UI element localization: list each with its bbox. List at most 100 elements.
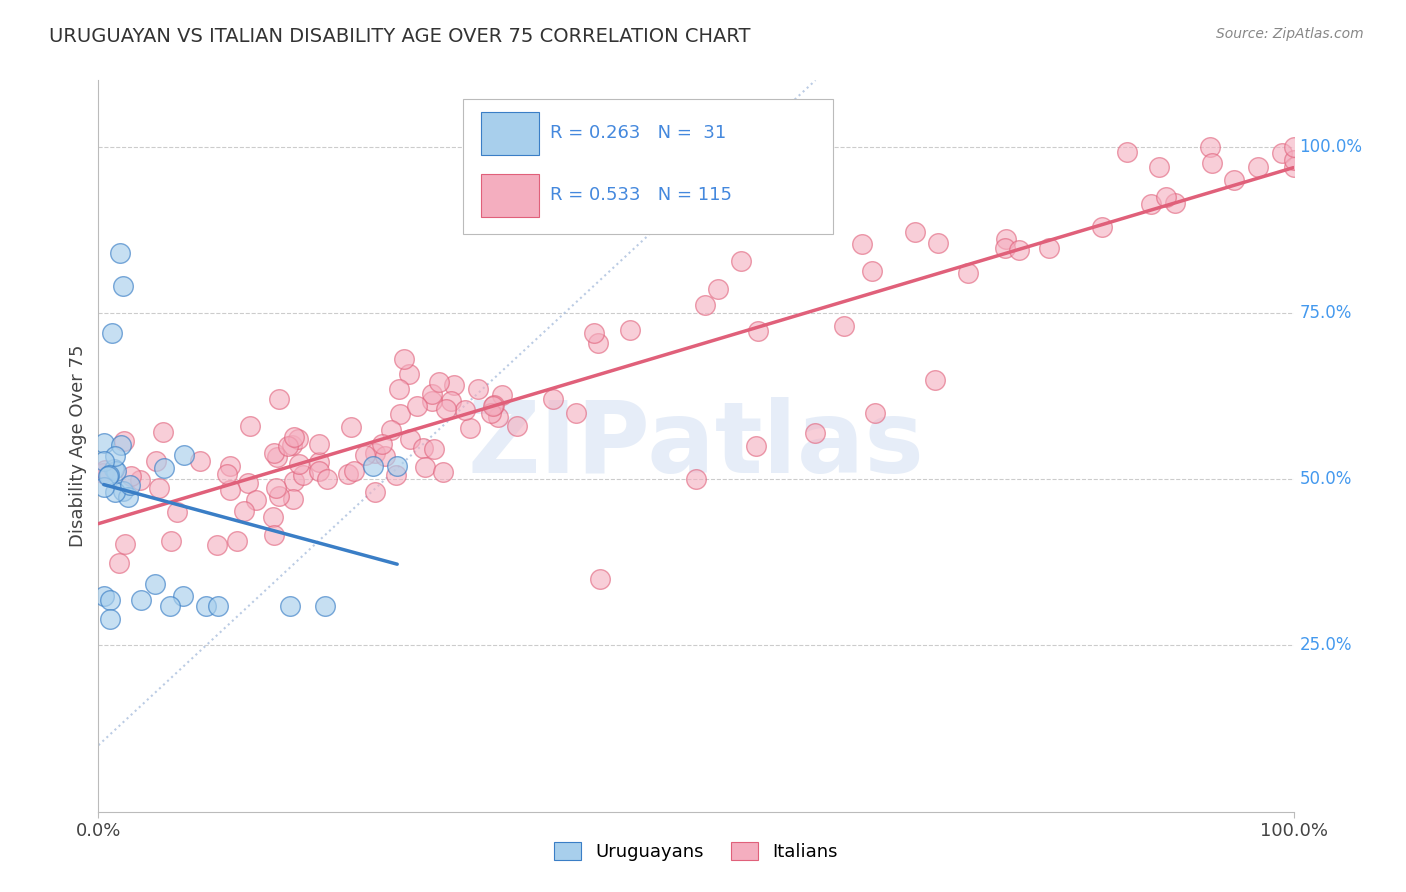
Point <box>215 467 238 481</box>
Point <box>388 382 411 396</box>
Point <box>262 509 284 524</box>
Point <box>339 420 361 434</box>
Point <box>374 450 396 464</box>
Point <box>924 372 946 386</box>
Point <box>443 378 465 392</box>
Point <box>804 425 827 440</box>
Point <box>91 466 114 480</box>
Point <box>120 468 142 483</box>
Point <box>389 407 412 421</box>
Point <box>219 483 242 497</box>
Point <box>98 467 121 482</box>
Point <box>1282 140 1305 154</box>
Point <box>486 409 509 424</box>
Point <box>108 246 131 260</box>
Point <box>371 436 394 450</box>
Point <box>104 449 127 463</box>
Point <box>239 419 262 434</box>
Point <box>481 399 503 413</box>
Point <box>308 455 330 469</box>
Point <box>482 398 505 412</box>
Point <box>266 482 288 496</box>
Point <box>706 283 728 297</box>
Point <box>97 468 120 483</box>
Point <box>398 432 420 446</box>
Point <box>308 437 330 451</box>
Point <box>354 448 377 462</box>
Point <box>93 481 115 495</box>
Point <box>994 232 1017 246</box>
Point <box>385 458 409 473</box>
Point <box>188 454 211 468</box>
Text: ZIPatlas: ZIPatlas <box>468 398 924 494</box>
Point <box>292 467 315 482</box>
Point <box>994 241 1017 255</box>
Point <box>685 472 707 486</box>
Point <box>110 438 132 452</box>
Point <box>458 421 481 435</box>
Point <box>101 326 124 340</box>
Point <box>152 425 174 439</box>
Point <box>1038 241 1060 255</box>
Point <box>166 504 188 518</box>
Point <box>860 264 883 278</box>
Point <box>432 465 454 479</box>
Point <box>93 454 115 468</box>
Point <box>467 382 489 396</box>
Point <box>159 599 181 613</box>
Point <box>219 458 242 473</box>
Text: R = 0.533   N = 115: R = 0.533 N = 115 <box>550 186 733 204</box>
Point <box>481 406 503 420</box>
FancyBboxPatch shape <box>463 99 834 234</box>
Point <box>413 460 436 475</box>
Point <box>104 485 127 500</box>
FancyBboxPatch shape <box>481 112 540 155</box>
Point <box>172 590 194 604</box>
Point <box>747 324 769 338</box>
Point <box>865 406 887 420</box>
Point <box>364 485 387 500</box>
Text: 100.0%: 100.0% <box>1299 137 1362 156</box>
Point <box>238 476 260 491</box>
Point <box>1199 140 1222 154</box>
Point <box>380 423 402 437</box>
Point <box>440 394 463 409</box>
Point <box>153 460 176 475</box>
Point <box>730 254 752 268</box>
Point <box>112 279 135 293</box>
Text: 50.0%: 50.0% <box>1299 470 1353 488</box>
Point <box>281 492 304 507</box>
Point <box>129 593 152 607</box>
Point <box>406 400 429 414</box>
Point <box>267 392 290 407</box>
Point <box>111 483 134 498</box>
Point <box>315 472 337 486</box>
Point <box>114 537 136 551</box>
Point <box>195 599 218 613</box>
Point <box>412 441 434 455</box>
Point <box>582 326 605 340</box>
Legend: Uruguayans, Italians: Uruguayans, Italians <box>547 835 845 869</box>
Point <box>159 534 181 549</box>
Point <box>315 599 337 613</box>
Point <box>1163 195 1185 210</box>
Point <box>98 612 122 626</box>
Point <box>1282 160 1305 174</box>
Point <box>1247 160 1270 174</box>
Point <box>1223 173 1246 187</box>
Point <box>619 323 641 337</box>
Point <box>832 318 855 333</box>
Point <box>269 489 291 503</box>
Point <box>1008 243 1031 257</box>
Point <box>207 599 229 613</box>
Text: Source: ZipAtlas.com: Source: ZipAtlas.com <box>1216 27 1364 41</box>
Point <box>586 335 609 350</box>
Point <box>112 434 135 449</box>
Point <box>103 462 125 476</box>
Point <box>148 481 170 495</box>
Point <box>427 375 450 389</box>
Point <box>927 236 949 251</box>
Point <box>105 464 128 478</box>
Point <box>94 463 117 477</box>
Point <box>454 403 477 417</box>
